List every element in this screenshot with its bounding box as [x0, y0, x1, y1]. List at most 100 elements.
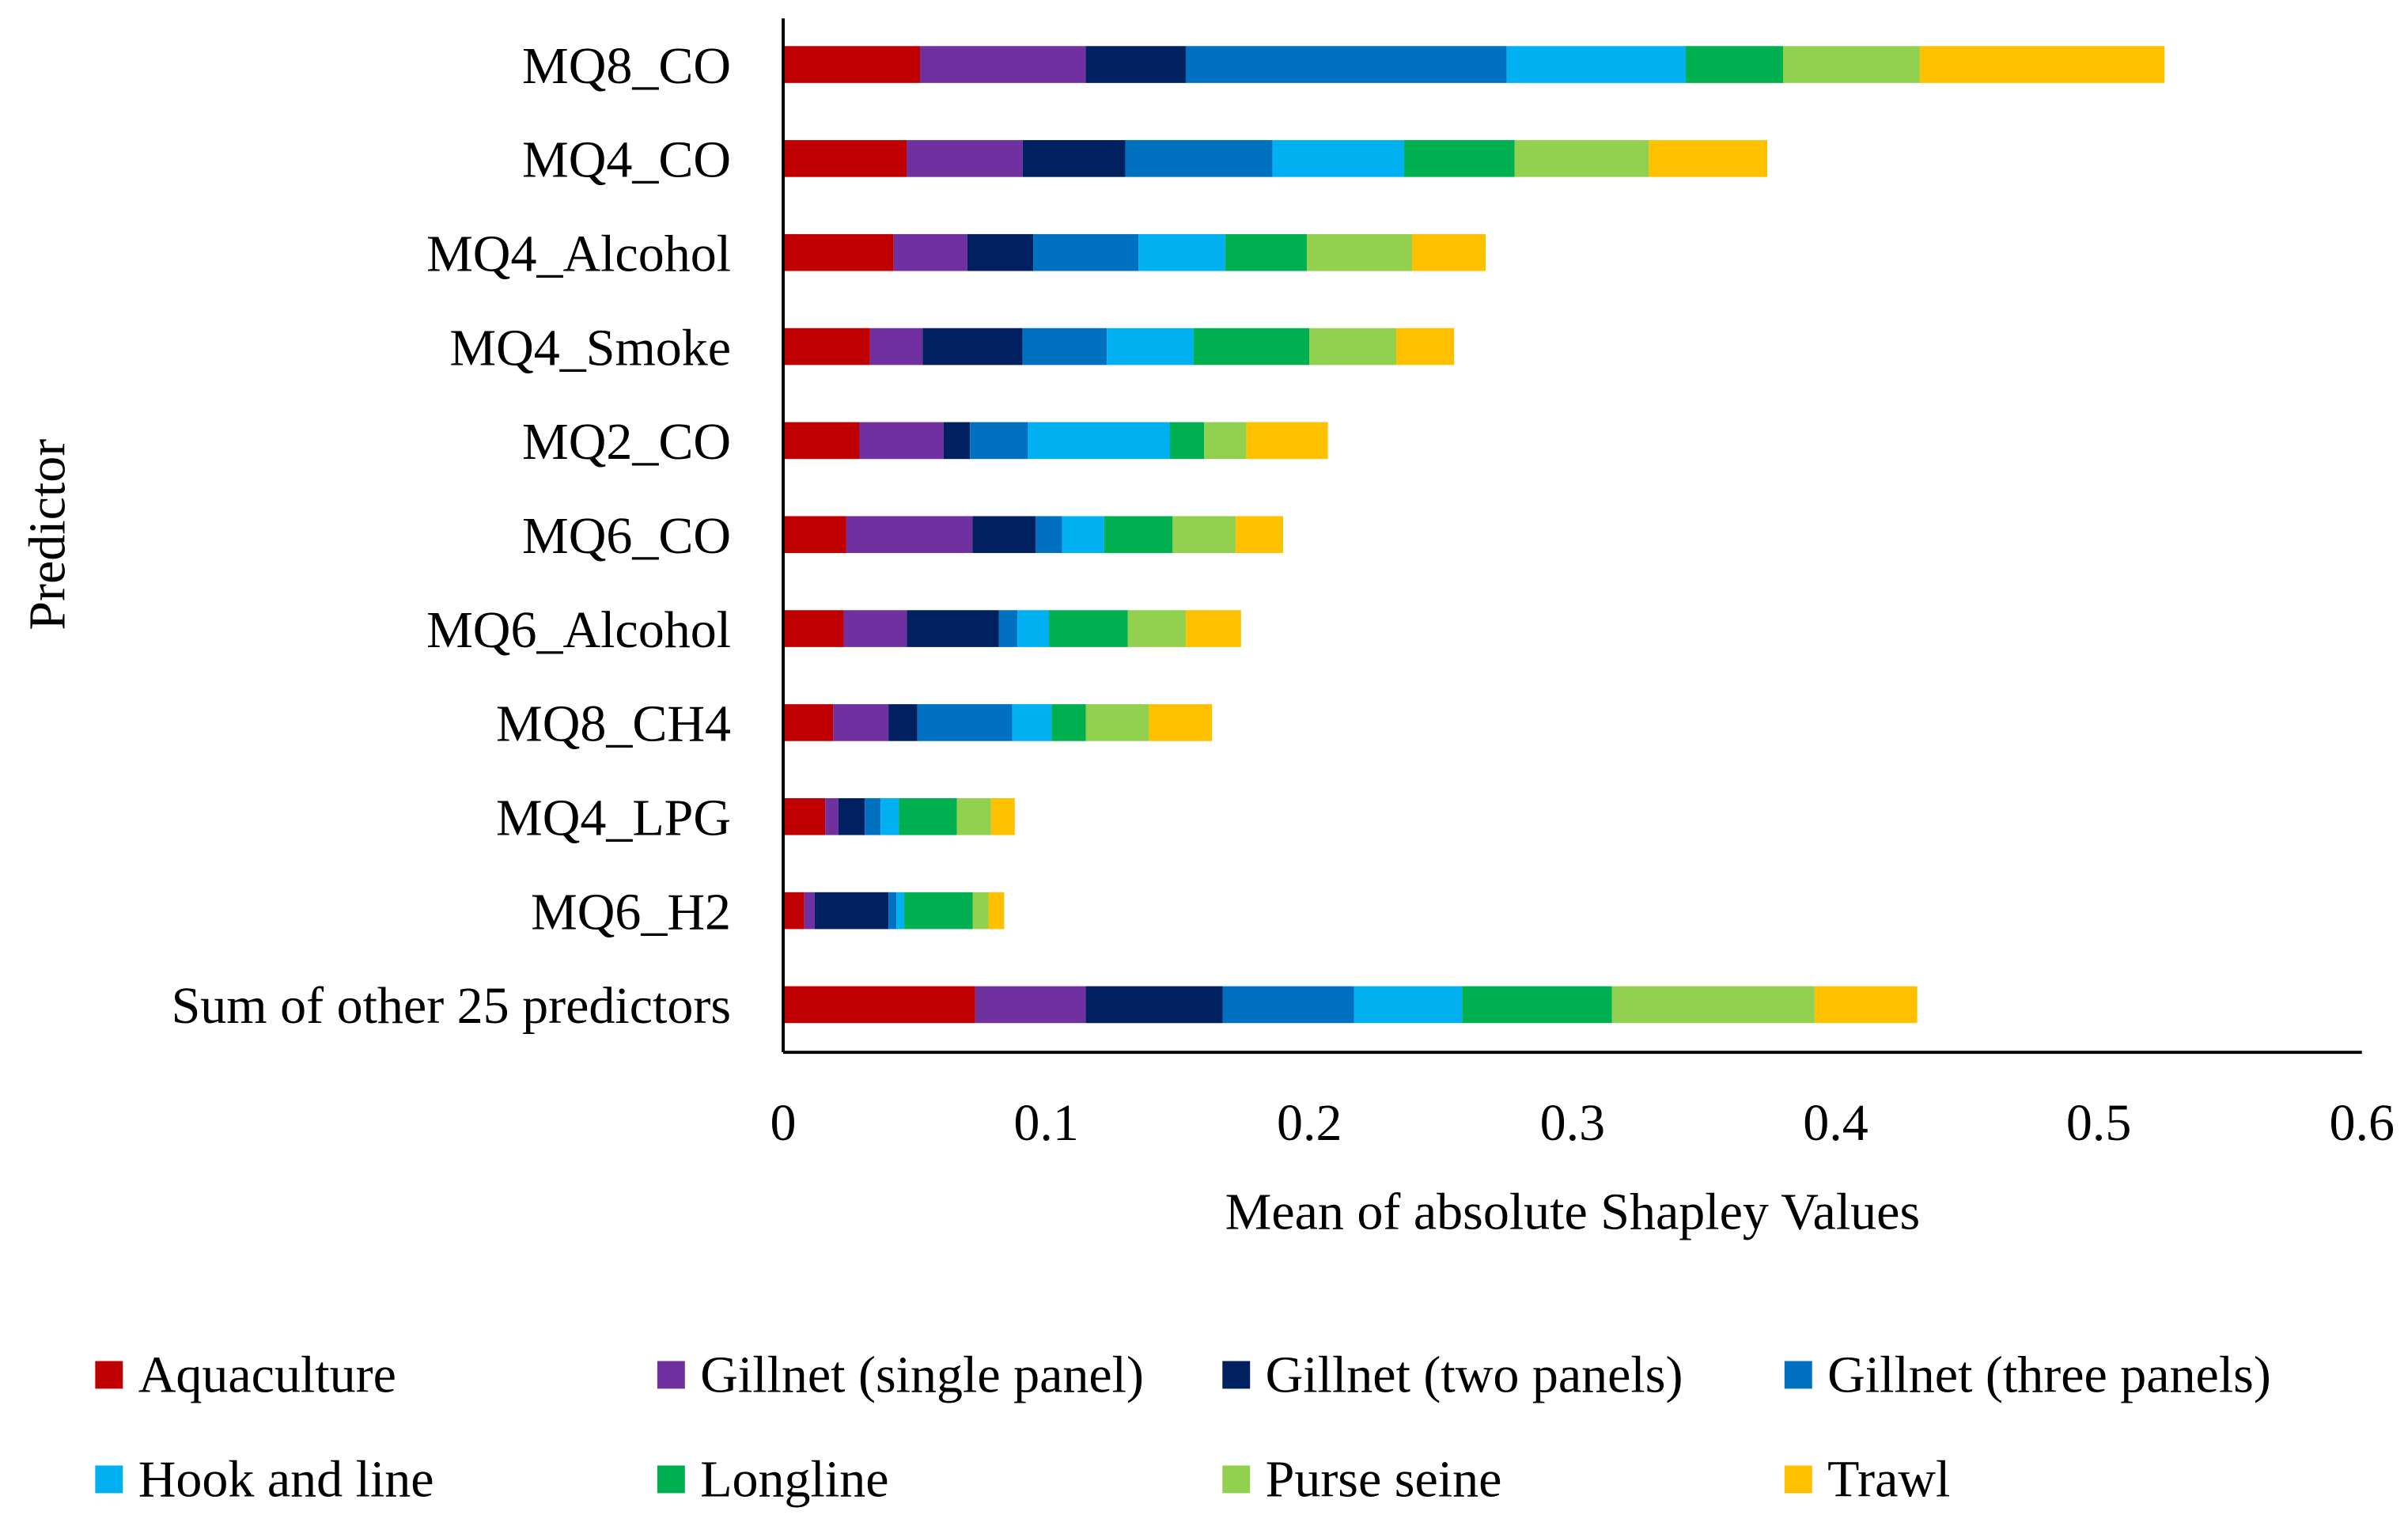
legend-swatch [1784, 1465, 1812, 1494]
category-label: MQ4_CO [522, 131, 731, 189]
x-tick-label: 0.5 [2066, 1094, 2131, 1152]
bar-segment [1185, 46, 1507, 83]
x-tick-label: 0.2 [1277, 1094, 1342, 1152]
bar-segment [967, 233, 1034, 271]
bar-segment [1012, 704, 1052, 741]
bar-segment [972, 892, 989, 930]
bar-segment [1017, 610, 1049, 647]
category-label: MQ6_Alcohol [426, 601, 731, 659]
legend-swatch [657, 1465, 685, 1494]
bar-segment [1048, 610, 1128, 647]
bar-segment [988, 892, 1005, 930]
bar-segment [1411, 233, 1486, 271]
bar-segment [846, 516, 973, 554]
bar-segment [783, 986, 975, 1024]
bar-segment [1028, 422, 1170, 460]
bar-segment [896, 892, 905, 930]
legend-label: Gillnet (single panel) [700, 1346, 1144, 1403]
bar-segment [1236, 516, 1284, 554]
bar-segment [1022, 328, 1107, 365]
category-label: MQ8_CO [522, 37, 731, 95]
x-axis-title: Mean of absolute Shapley Values [1225, 1183, 1920, 1240]
bar-segment [970, 422, 1028, 460]
bar-segment [1051, 704, 1086, 741]
legend-swatch [1222, 1361, 1251, 1389]
bar-segment [783, 233, 894, 271]
legend-label: Aquaculture [138, 1346, 396, 1403]
bar-segment [1149, 704, 1213, 741]
bar-segment [783, 797, 826, 835]
bar-segment [1306, 233, 1412, 271]
bar-segment [893, 233, 967, 271]
bar-segment [814, 892, 889, 930]
bar-segment [783, 140, 907, 177]
bar-segment [865, 797, 881, 835]
bar-segment [1396, 328, 1455, 365]
bar-segment [1085, 986, 1223, 1024]
bar-segment [1138, 233, 1225, 271]
bar-segment [783, 704, 834, 741]
bar-segment [907, 610, 999, 647]
x-tick-label: 0.1 [1013, 1094, 1078, 1152]
bar-segment [1611, 986, 1815, 1024]
bar-segment [880, 797, 899, 835]
bar-segment [943, 422, 971, 460]
bar-segment [859, 422, 944, 460]
bar-segment [1919, 46, 2165, 83]
category-labels: MQ8_CO MQ4_CO MQ4_Alcohol MQ4_Smoke MQ2_CO MQ… [172, 37, 731, 1035]
legend-label: Longline [700, 1450, 888, 1508]
x-tick-label: 0.3 [1540, 1094, 1605, 1152]
bar-segment [1062, 516, 1104, 554]
bar-segment [1033, 233, 1139, 271]
bar-segment [1514, 140, 1649, 177]
bar-segment [975, 986, 1086, 1024]
bar-segment [899, 797, 957, 835]
bar-segment [783, 328, 870, 365]
x-tick-labels: 0 0.1 0.2 0.3 0.4 0.5 0.6 [770, 1094, 2395, 1152]
x-tick-label: 0.4 [1803, 1094, 1868, 1152]
bar-segment [1506, 46, 1686, 83]
bar-segment [917, 704, 1013, 741]
bar-segment [1185, 610, 1241, 647]
bar-segment [904, 892, 973, 930]
bar-segment [783, 892, 805, 930]
category-label: MQ4_Alcohol [426, 225, 731, 283]
bar-segment [922, 328, 1023, 365]
bar-segment [1272, 140, 1405, 177]
bar-segment [1169, 422, 1205, 460]
legend-swatch [1784, 1361, 1812, 1389]
bar-segment [869, 328, 923, 365]
bar-segment [1649, 140, 1768, 177]
bar-segment [907, 140, 1023, 177]
bar-segment [1782, 46, 1920, 83]
legend-label: Hook and line [138, 1450, 434, 1508]
bar-segment [825, 797, 839, 835]
bar-segment [990, 797, 1015, 835]
category-label: MQ4_LPG [496, 790, 731, 847]
category-label: MQ6_H2 [531, 883, 731, 941]
y-axis-title: Predictor [19, 439, 77, 631]
bar-segment [1193, 328, 1310, 365]
bar-segment [783, 610, 844, 647]
bar-segment [1404, 140, 1515, 177]
bar-segment [1085, 704, 1149, 741]
bar-segment [1462, 986, 1612, 1024]
bar-segment [1204, 422, 1247, 460]
bars-group [783, 46, 2165, 1024]
bar-segment [1814, 986, 1918, 1024]
bar-segment [833, 704, 889, 741]
bar-segment [1107, 328, 1194, 365]
legend-label: Trawl [1827, 1450, 1950, 1508]
legend-label: Gillnet (three panels) [1827, 1346, 2271, 1403]
bar-segment [1222, 986, 1354, 1024]
bar-segment [920, 46, 1086, 83]
bar-segment [1309, 328, 1397, 365]
bar-segment [783, 422, 860, 460]
legend-swatch [657, 1361, 685, 1389]
bar-segment [1104, 516, 1173, 554]
bar-segment [956, 797, 991, 835]
legend-label: Gillnet (two panels) [1266, 1346, 1683, 1403]
category-label: MQ2_CO [522, 413, 731, 471]
legend-swatch [1222, 1465, 1251, 1494]
